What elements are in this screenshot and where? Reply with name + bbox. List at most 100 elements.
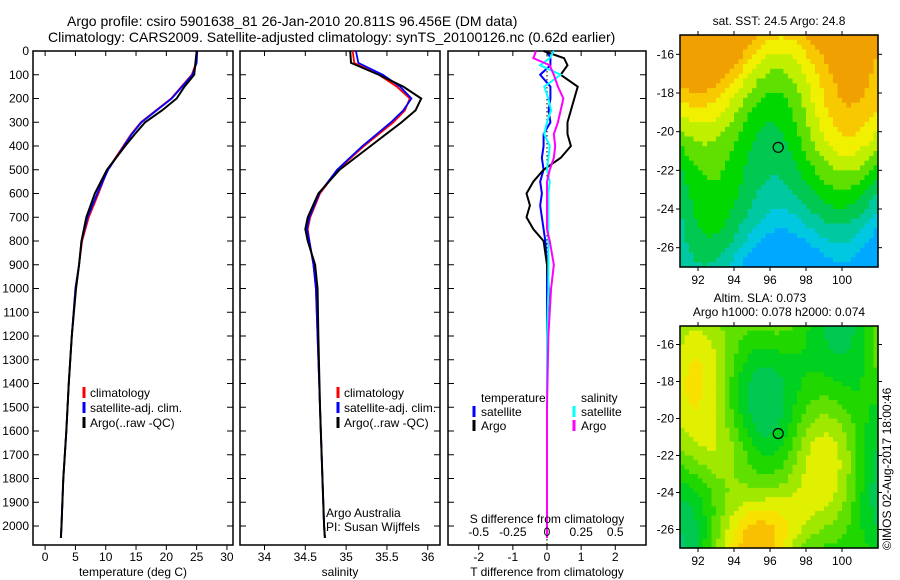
map-cell xyxy=(846,349,852,355)
map-cell xyxy=(783,247,789,254)
map-cell xyxy=(734,363,740,369)
map-cell xyxy=(788,376,794,383)
map-cell xyxy=(837,423,843,429)
map-cell xyxy=(774,432,780,438)
map-cell xyxy=(788,97,794,104)
map-cell xyxy=(801,330,807,336)
map-cell xyxy=(851,155,857,162)
map-cell xyxy=(873,88,879,94)
map-cell xyxy=(815,39,821,46)
map-cell xyxy=(833,199,839,205)
map-cell xyxy=(689,515,695,521)
map-cell xyxy=(684,460,690,466)
map-cell xyxy=(729,487,735,494)
map-cell xyxy=(720,390,726,396)
map-cell xyxy=(837,78,843,84)
map-cell xyxy=(689,363,695,369)
map-cell xyxy=(684,520,690,526)
map-cell xyxy=(792,339,798,346)
map-cell xyxy=(851,78,857,84)
map-cell xyxy=(720,93,726,99)
map-cell xyxy=(738,400,744,406)
map-cell xyxy=(837,330,843,336)
map-cell xyxy=(752,534,758,540)
map-cell xyxy=(756,358,762,364)
map-cell xyxy=(837,83,843,89)
map-cell xyxy=(837,543,843,549)
map-cell xyxy=(729,469,735,475)
map-cell xyxy=(810,418,816,424)
map-cell xyxy=(788,413,794,420)
sst-map-title: sat. SST: 24.5 Argo: 24.8 xyxy=(713,14,846,28)
map-cell xyxy=(725,141,731,147)
map-cell xyxy=(815,487,821,494)
map-cell xyxy=(738,446,744,452)
map-cell xyxy=(693,59,699,65)
map-cell xyxy=(693,54,699,60)
map-cell xyxy=(761,175,767,181)
map-cell xyxy=(864,543,870,549)
map-cell xyxy=(860,446,866,452)
map-cell xyxy=(707,59,713,65)
map-cell xyxy=(828,441,834,447)
map-cell xyxy=(806,155,812,162)
map-cell xyxy=(810,175,816,181)
map-cell xyxy=(860,155,866,162)
map-cell xyxy=(774,511,780,517)
map-cell xyxy=(846,418,852,424)
map-cell xyxy=(752,511,758,517)
map-cell xyxy=(833,372,839,378)
map-cell xyxy=(779,126,785,133)
map-cell xyxy=(729,501,735,507)
map-cell xyxy=(698,418,704,424)
map-cell xyxy=(720,257,726,263)
map-cell xyxy=(770,228,776,234)
map-cell xyxy=(720,441,726,447)
map-cell xyxy=(788,78,794,84)
map-cell xyxy=(806,136,812,142)
map-cell xyxy=(873,543,879,549)
map-cell xyxy=(837,194,843,200)
map-cell xyxy=(689,423,695,429)
map-cell xyxy=(810,464,816,470)
map-cell xyxy=(684,213,690,220)
map-cell xyxy=(765,326,771,332)
map-cell xyxy=(765,223,771,229)
map-cell xyxy=(693,464,699,470)
map-cell xyxy=(725,497,731,503)
map-cell xyxy=(729,64,735,70)
map-cell xyxy=(734,102,740,109)
map-cell xyxy=(693,404,699,410)
map-cell xyxy=(779,483,785,489)
map-cell xyxy=(819,228,825,234)
map-cell xyxy=(765,194,771,200)
map-cell xyxy=(833,218,839,225)
map-cell xyxy=(693,107,699,113)
map-cell xyxy=(806,189,812,196)
legend-heading: salinity xyxy=(581,391,618,405)
map-cell xyxy=(729,446,735,452)
map-cell xyxy=(846,474,852,480)
map-cell xyxy=(707,381,713,387)
map-cell xyxy=(756,413,762,420)
map-cell xyxy=(684,242,690,249)
map-cell xyxy=(765,413,771,420)
map-cell xyxy=(873,344,879,350)
map-cell xyxy=(792,122,798,128)
map-cell xyxy=(783,534,789,540)
map-cell xyxy=(729,88,735,94)
map-cell xyxy=(792,335,798,341)
map-cell xyxy=(837,483,843,489)
map-cell xyxy=(828,218,834,225)
map-cell xyxy=(842,400,848,406)
legend-label: Argo xyxy=(581,419,607,433)
map-cell xyxy=(734,238,740,244)
map-cell xyxy=(738,204,744,210)
map-cell xyxy=(725,83,731,89)
map-cell xyxy=(801,88,807,94)
map-cell xyxy=(765,199,771,205)
map-cell xyxy=(770,372,776,378)
sla-map-title: Altim. SLA: 0.073 xyxy=(714,291,807,305)
map-cell xyxy=(837,538,843,544)
map-cell xyxy=(819,218,825,225)
